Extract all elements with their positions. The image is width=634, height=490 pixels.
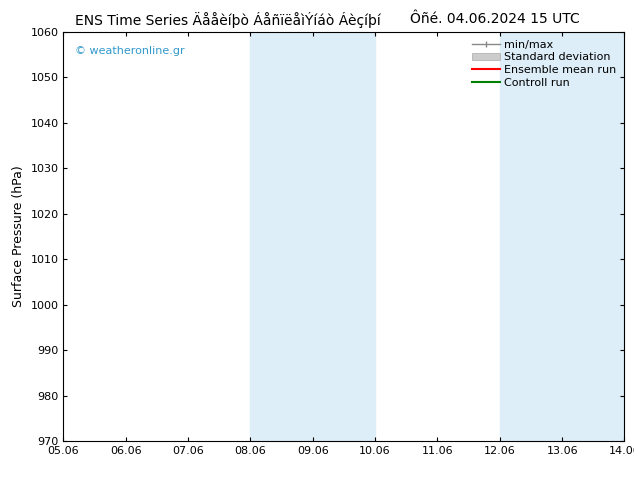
Bar (500, 32, 624, 441)
Legend: min/max, Standard deviation, Ensemble mean run, Controll run: min/max, Standard deviation, Ensemble me… (470, 37, 619, 90)
Text: ENS Time Series Äååèíþò ÁåñïëåìÝíáò Áèçíþí: ENS Time Series Äååèíþò ÁåñïëåìÝíáò Áèçí… (75, 12, 381, 28)
Y-axis label: Surface Pressure (hPa): Surface Pressure (hPa) (12, 166, 25, 307)
Bar (250, 32, 375, 441)
Text: Ôñé. 04.06.2024 15 UTC: Ôñé. 04.06.2024 15 UTC (410, 12, 579, 26)
Text: © weatheronline.gr: © weatheronline.gr (75, 46, 184, 56)
